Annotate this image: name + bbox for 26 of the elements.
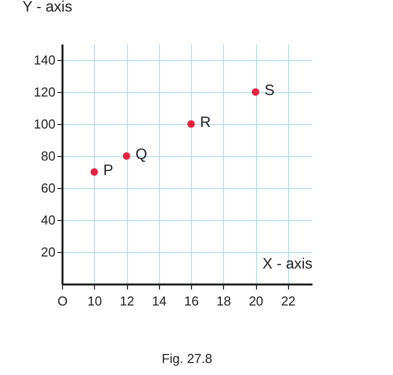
text: Fig. 27.8 — [162, 351, 212, 366]
y-tick-label: 80 — [41, 148, 56, 164]
point — [90, 168, 98, 176]
y-tick-label: 40 — [41, 212, 56, 228]
x-tick-label: 14 — [152, 294, 167, 308]
x-tick-label: 16 — [184, 294, 199, 308]
x-tick-label: 18 — [216, 294, 232, 308]
point — [122, 152, 130, 160]
annotation: Q — [136, 146, 148, 163]
point — [252, 88, 260, 96]
x-axis-title: X - axis — [262, 256, 312, 272]
x-tick-label: 12 — [120, 294, 134, 308]
y-tick-label: 120 — [34, 84, 56, 100]
x-tick-label: 22 — [281, 294, 296, 308]
point — [187, 120, 195, 128]
y-tick-label: 20 — [41, 244, 56, 260]
x-tick-label: O — [57, 294, 68, 308]
x-tick-label: 10 — [88, 294, 102, 308]
y-tick-label: 140 — [34, 52, 56, 68]
y-tick-label: 100 — [34, 116, 56, 132]
annotation: S — [264, 82, 275, 99]
y-axis-title: Y - axis — [22, 0, 72, 16]
x-tick-label: 20 — [248, 294, 264, 308]
y-tick-label: 60 — [41, 180, 56, 196]
annotation: R — [200, 114, 212, 131]
annotation: P — [103, 162, 114, 179]
